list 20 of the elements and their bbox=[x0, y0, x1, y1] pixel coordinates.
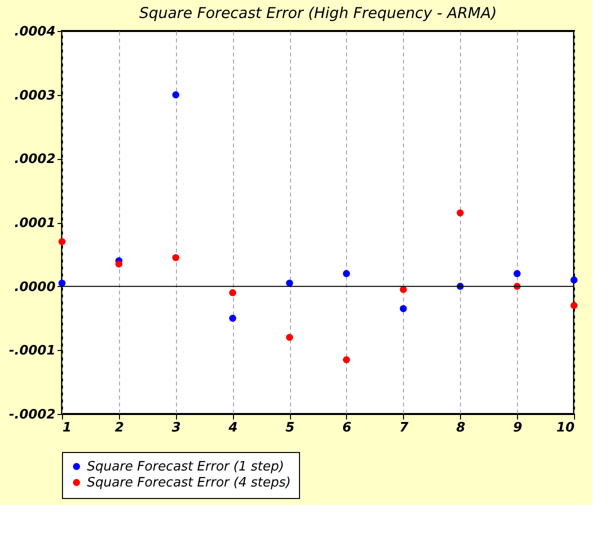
legend-label: Square Forecast Error (1 step) bbox=[87, 460, 284, 474]
x-tick-label: 4 bbox=[228, 420, 238, 436]
x-tick-label: 3 bbox=[172, 420, 181, 436]
x-tick-label: 9 bbox=[513, 420, 522, 436]
chart-title: Square Forecast Error (High Frequency - ARMA) bbox=[139, 4, 497, 22]
y-tick-label: .0004 bbox=[14, 24, 56, 40]
y-tick-label: -.0002 bbox=[8, 408, 56, 422]
y-tick-label: .0002 bbox=[14, 152, 56, 168]
y-tick-label: .0001 bbox=[14, 216, 56, 231]
y-tick-label: .0003 bbox=[14, 88, 56, 104]
y-tick-label: -.0001 bbox=[8, 344, 56, 359]
legend-label: Square Forecast Error (4 steps) bbox=[87, 476, 291, 490]
x-tick-label: 6 bbox=[342, 420, 352, 436]
x-tick-label: 8 bbox=[456, 420, 466, 436]
x-tick-label: 7 bbox=[399, 420, 410, 436]
x-tick-label: 5 bbox=[286, 420, 295, 436]
x-tick-label: 10 bbox=[556, 420, 574, 436]
y-tick-label: .0000 bbox=[14, 280, 56, 295]
x-tick-label: 1 bbox=[62, 420, 72, 436]
x-tick-label: 2 bbox=[114, 420, 124, 436]
